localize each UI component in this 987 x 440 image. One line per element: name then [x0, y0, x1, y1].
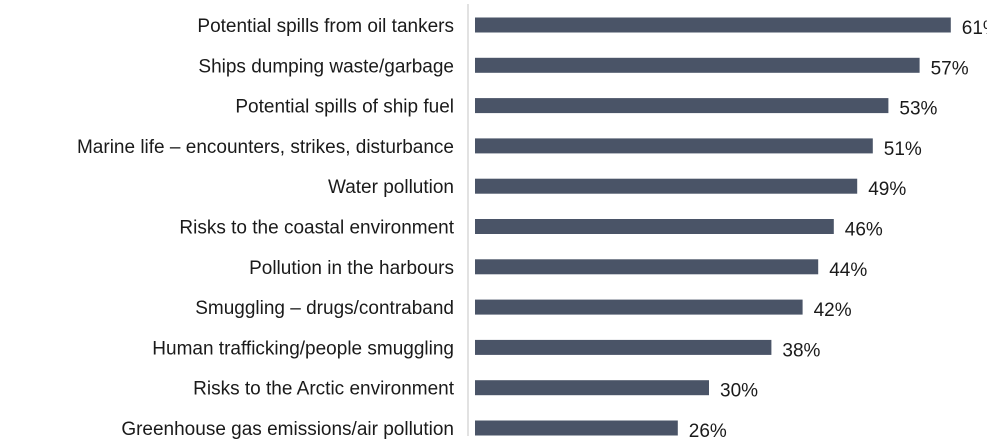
bar [475, 178, 858, 194]
value-label: 49% [868, 179, 906, 200]
category-label: Risks to the Arctic environment [193, 379, 455, 400]
bar [475, 98, 889, 114]
bar [475, 259, 819, 275]
category-label: Marine life – encounters, strikes, distu… [77, 137, 454, 158]
value-label: 46% [845, 220, 883, 241]
category-label: Greenhouse gas emissions/air pollution [121, 419, 454, 440]
category-label: Water pollution [328, 177, 454, 198]
value-label: 57% [931, 58, 969, 79]
category-label: Ships dumping waste/garbage [198, 56, 454, 77]
value-label: 38% [782, 340, 820, 361]
category-label: Human trafficking/people smuggling [152, 338, 454, 359]
bar [475, 420, 678, 436]
bar [475, 138, 873, 154]
bars-group [475, 17, 951, 436]
value-label: 61% [962, 18, 987, 39]
value-label: 26% [689, 421, 727, 440]
value-label: 53% [899, 99, 937, 120]
category-labels-group: Potential spills from oil tankers Ships d… [77, 16, 455, 440]
bar [475, 219, 834, 234]
bar [475, 17, 951, 33]
value-label: 51% [884, 139, 922, 160]
value-label: 42% [814, 300, 852, 321]
value-labels-group: 61% 57% 53% 51% 49% 46% 44% 42% 38% 30% 26% [689, 18, 987, 440]
bar [475, 57, 920, 73]
category-label: Potential spills of ship fuel [235, 97, 454, 118]
category-label: Potential spills from oil tankers [197, 16, 454, 37]
bar [475, 299, 803, 315]
value-label: 30% [720, 381, 758, 402]
category-label: Risks to the coastal environment [179, 218, 454, 239]
value-label: 44% [829, 260, 867, 281]
bar [475, 339, 772, 355]
category-label: Pollution in the harbours [249, 258, 454, 279]
category-label: Smuggling – drugs/contraband [195, 298, 454, 319]
bar [475, 380, 709, 396]
